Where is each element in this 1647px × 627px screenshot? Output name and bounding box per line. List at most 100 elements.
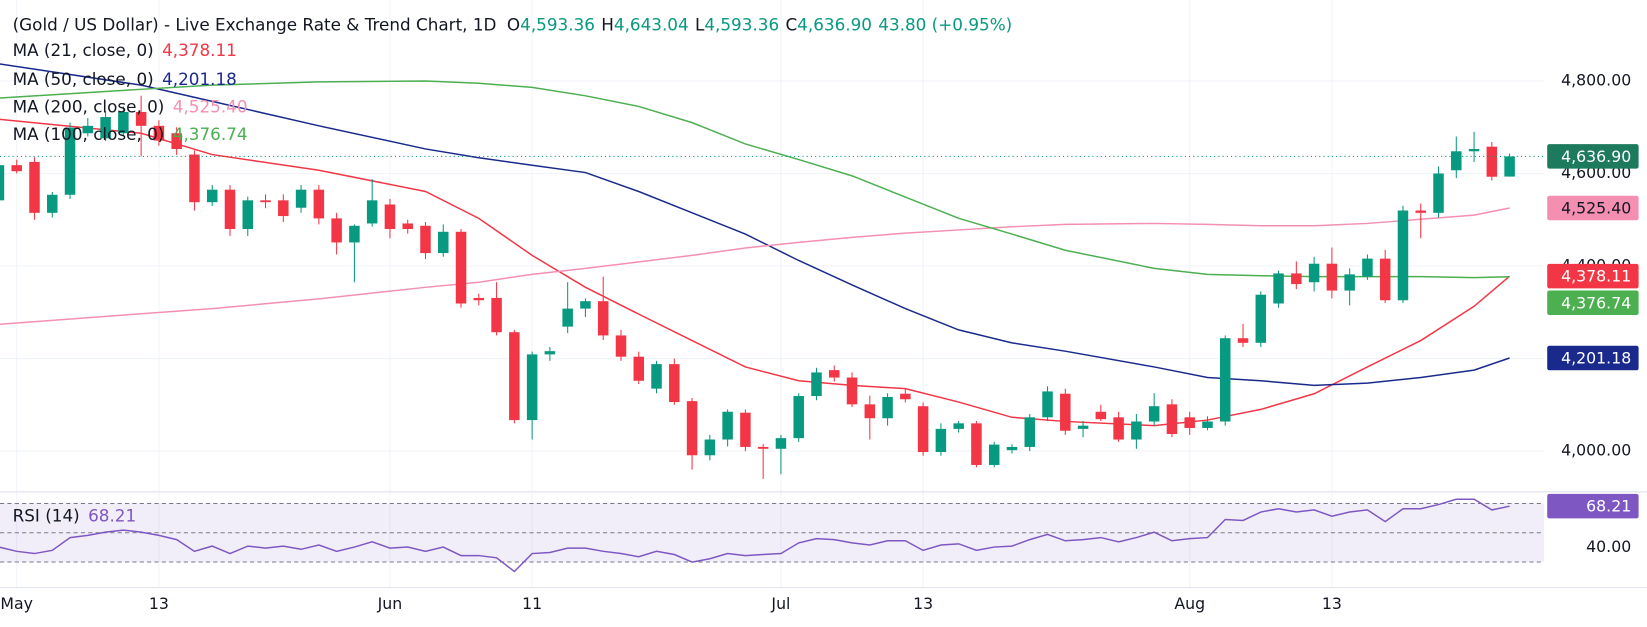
ohlc-value: 4,593.36 xyxy=(520,14,595,34)
legend-entry: MA (21, close, 0) 4,378.11 xyxy=(13,40,237,60)
candle-body xyxy=(313,189,325,219)
price-badge-label: 68.21 xyxy=(1586,497,1631,516)
candle-body xyxy=(491,297,502,333)
x-tick-label: Jul xyxy=(770,594,790,613)
candle-body xyxy=(597,301,609,336)
candle-body xyxy=(118,111,129,134)
price-badge-label: 4,525.40 xyxy=(1561,199,1631,218)
price-badge-label: 4,636.90 xyxy=(1561,147,1631,166)
candle-body xyxy=(1362,258,1373,277)
candle-body xyxy=(1077,425,1089,429)
legend-header: (Gold / US Dollar) - Live Exchange Rate … xyxy=(13,14,1013,34)
candle-body xyxy=(331,218,342,243)
candle-body xyxy=(1451,151,1462,171)
y-tick-label: 4,000.00 xyxy=(1561,441,1631,460)
candle-body xyxy=(1237,338,1249,343)
candle-body xyxy=(1255,294,1267,343)
legend-entry: MA (100, close, 0) 4,376.74 xyxy=(13,124,248,144)
candle-body xyxy=(1131,421,1142,440)
candle-body xyxy=(829,370,840,378)
candle-body xyxy=(704,439,716,456)
candle-body xyxy=(917,406,929,453)
candle-body xyxy=(1166,404,1178,434)
candle-body xyxy=(100,117,111,139)
chart-title: (Gold / US Dollar) - Live Exchange Rate … xyxy=(13,14,497,34)
candle-body xyxy=(1326,263,1338,291)
ohlc-value: 4,643.04 xyxy=(614,14,689,34)
candle-body xyxy=(1113,417,1124,440)
candle-body xyxy=(1042,391,1053,418)
legend-entry: MA (200, close, 0) 4,525.40 xyxy=(13,96,248,116)
price-badge xyxy=(1547,195,1639,221)
candle-body xyxy=(580,301,591,309)
candle-body xyxy=(686,401,698,456)
price-badge-label: 4,378.11 xyxy=(1561,267,1631,286)
price-badge xyxy=(1547,345,1639,371)
candle-body xyxy=(1184,417,1195,428)
candle-body xyxy=(420,225,431,254)
candle-body xyxy=(953,423,964,429)
candle-body xyxy=(1006,446,1018,451)
candle-body xyxy=(455,231,467,304)
candle-body xyxy=(900,393,911,400)
candle-body xyxy=(153,125,165,141)
price-badge xyxy=(1547,263,1639,289)
x-tick-label: 13 xyxy=(149,594,169,613)
ohlc-prefix: H xyxy=(601,14,614,34)
x-tick-label: Jun xyxy=(377,594,403,613)
candle-body xyxy=(1308,263,1320,283)
legend-value: 68.21 xyxy=(88,505,136,525)
legend-name: MA (100, close, 0) xyxy=(13,124,165,144)
candle-body xyxy=(1397,210,1409,301)
candle-body xyxy=(971,423,982,465)
candle-body xyxy=(651,364,662,389)
candle-body xyxy=(1433,173,1444,213)
legend-value: 4,376.74 xyxy=(173,124,248,144)
candle-body xyxy=(1468,148,1480,152)
candle-body xyxy=(366,200,378,224)
candle-body xyxy=(438,231,449,254)
candle-body xyxy=(1273,273,1284,304)
candle-body xyxy=(82,125,94,134)
price-badge-label: 4,376.74 xyxy=(1561,293,1631,312)
ma-line xyxy=(0,63,1510,387)
legend-value: 4,201.18 xyxy=(162,69,237,89)
candle-body xyxy=(935,428,947,453)
rsi-line xyxy=(0,498,1510,573)
candle-body xyxy=(295,189,307,208)
candle-body xyxy=(224,189,236,230)
x-tick-label: 13 xyxy=(913,594,933,613)
ohlc-value: 4,636.90 xyxy=(797,14,872,34)
candle-body xyxy=(757,446,769,449)
candle-body xyxy=(1504,156,1515,177)
candle-body xyxy=(526,354,538,421)
legend-value: 4,378.11 xyxy=(162,40,237,60)
price-badge xyxy=(1547,144,1639,169)
candle-body xyxy=(1415,210,1426,213)
candle-body xyxy=(242,200,254,230)
candle-body xyxy=(1344,274,1355,291)
legend-name: RSI (14) xyxy=(13,505,80,525)
candle-body xyxy=(633,356,645,381)
legend-name: MA (200, close, 0) xyxy=(13,96,165,116)
rsi-legend: RSI (14) 68.21 xyxy=(13,505,137,525)
candle-body xyxy=(260,200,271,203)
candle-body xyxy=(864,404,876,419)
candle-body xyxy=(171,133,182,149)
ohlc-prefix: C xyxy=(785,14,797,34)
candle-body xyxy=(1219,338,1231,422)
candle-body xyxy=(1291,273,1302,285)
candle-body xyxy=(1095,411,1107,420)
candle-body xyxy=(135,111,147,126)
rsi-tick-label: 40.00 xyxy=(1586,537,1631,556)
candle-body xyxy=(1148,406,1160,422)
candle-body xyxy=(473,297,485,301)
price-badge-label: 4,201.18 xyxy=(1561,349,1631,368)
candle-body xyxy=(669,364,680,403)
candle-body xyxy=(615,335,627,357)
candle-body xyxy=(0,165,5,201)
price-badge xyxy=(1547,493,1639,519)
ohlc-prefix: L xyxy=(695,14,705,34)
